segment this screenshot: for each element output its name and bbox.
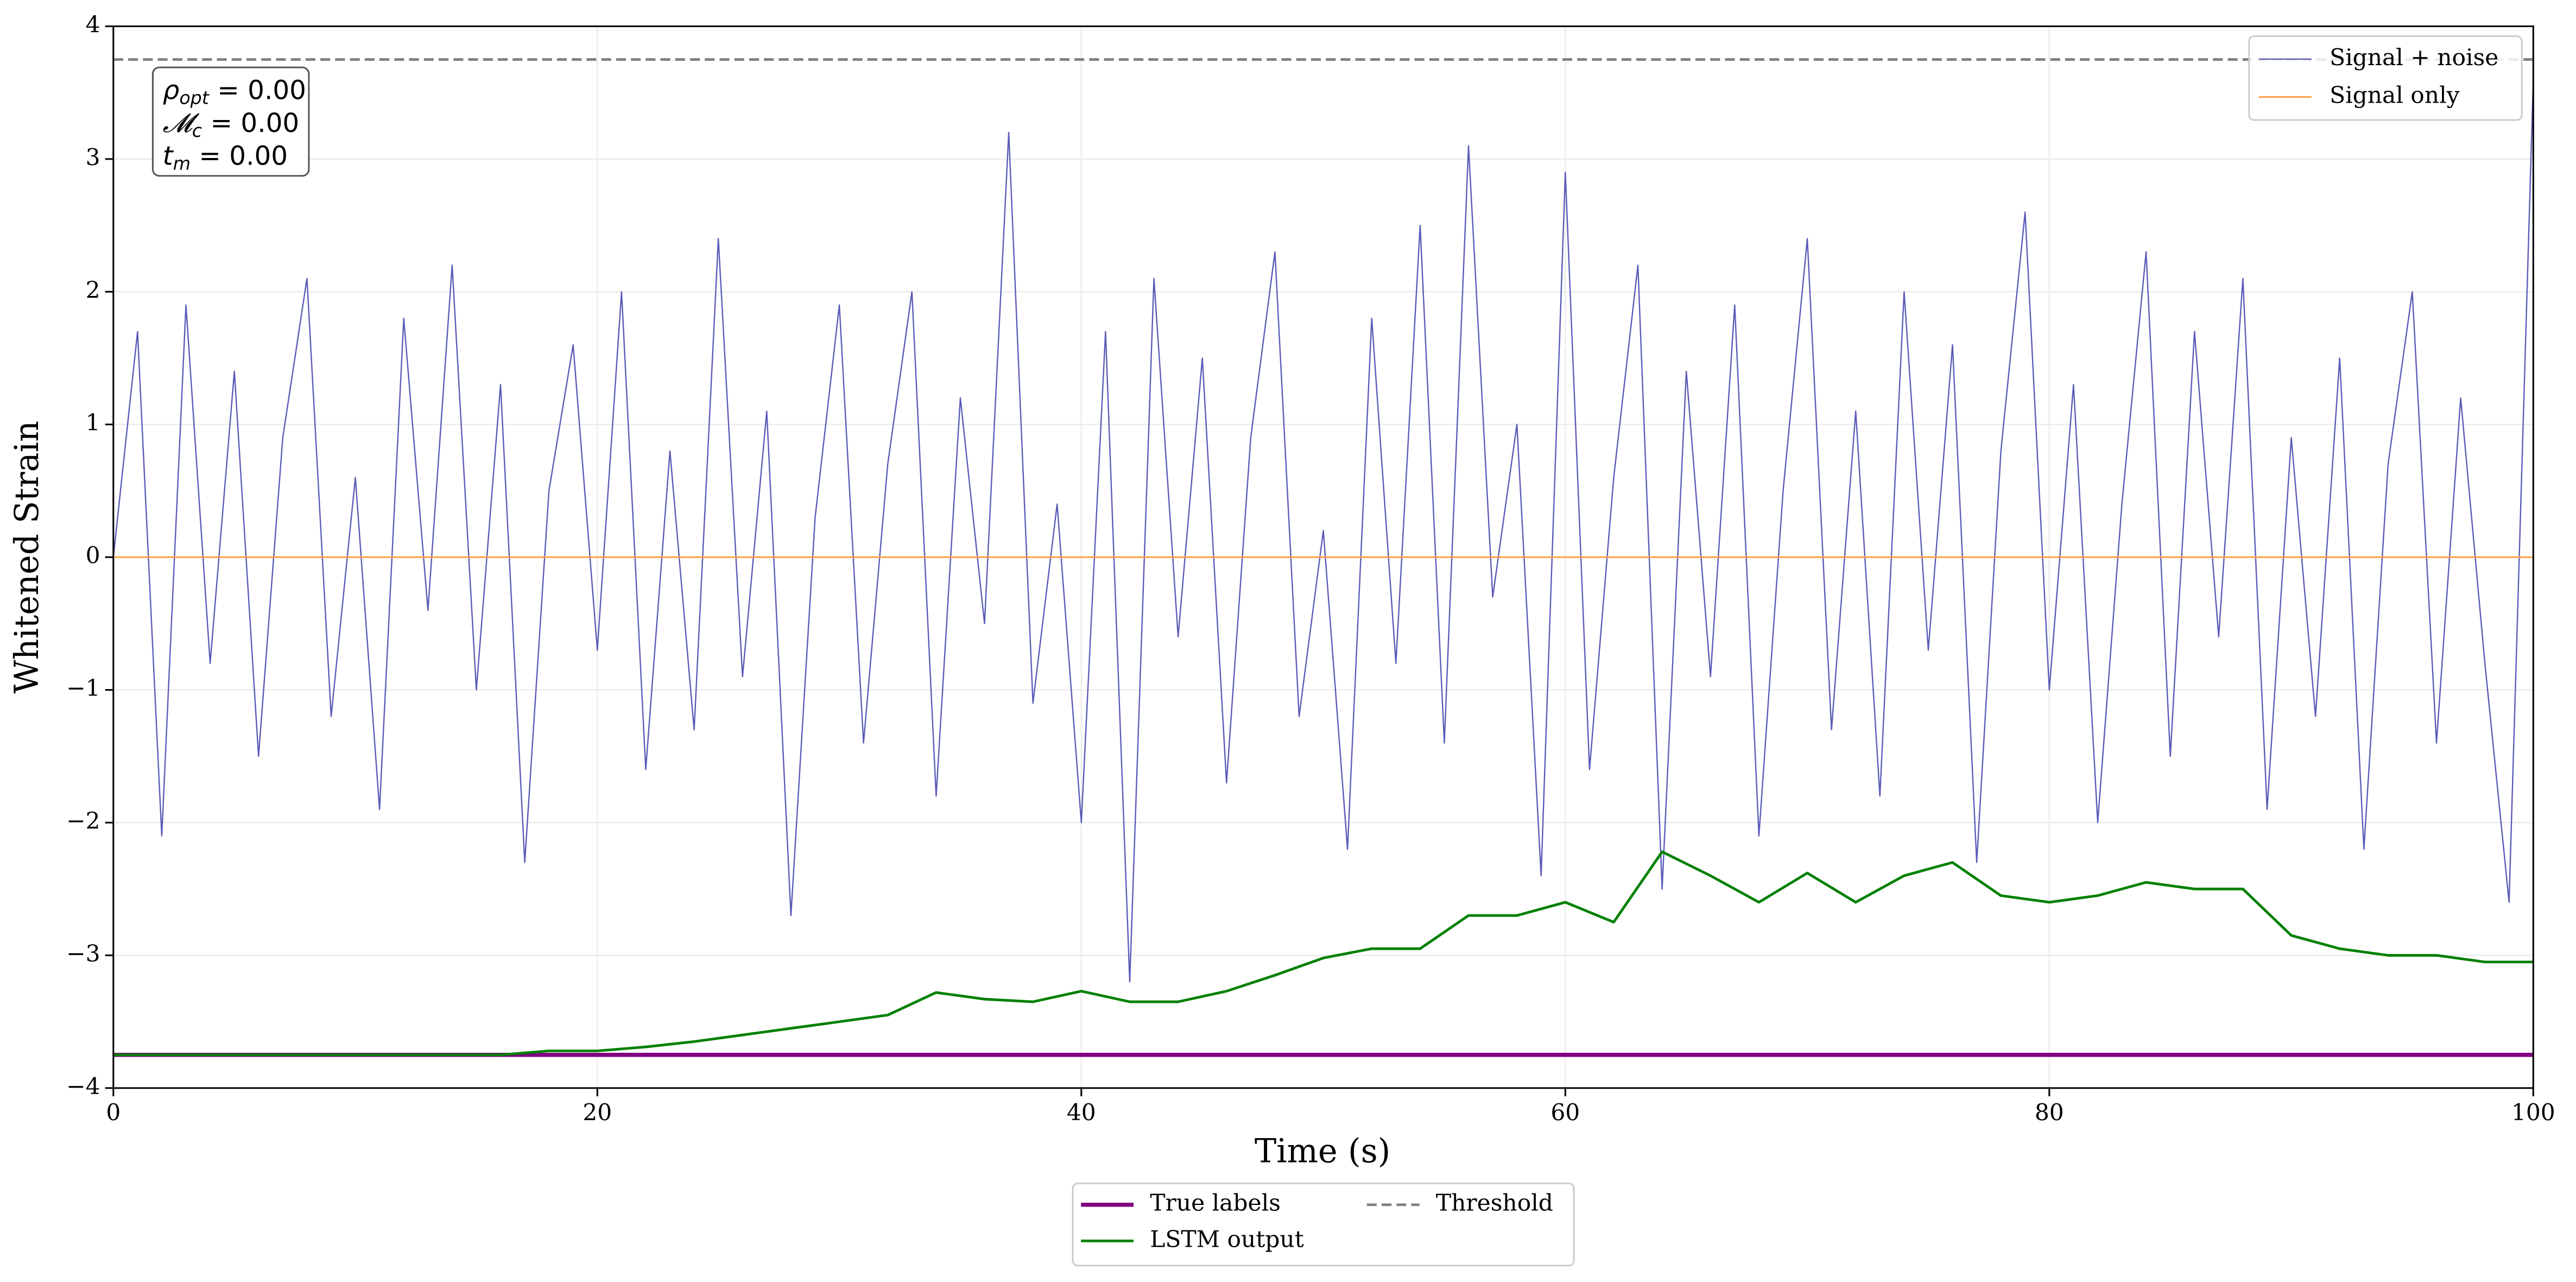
x-tick-label: 60 xyxy=(1550,1099,1580,1126)
y-axis-label: Whitened Strain xyxy=(8,421,46,694)
annotation-subscript: opt xyxy=(179,87,210,108)
x-tick-label: 40 xyxy=(1067,1099,1096,1126)
y-tick-label: 2 xyxy=(86,276,100,303)
annotation-value: = 0.00 xyxy=(202,108,299,138)
series-line xyxy=(112,79,2534,983)
annotation-subscript: c xyxy=(192,120,202,141)
annotation-symbol: t xyxy=(163,141,174,172)
annotation-subscript: m xyxy=(173,153,191,174)
y-tick-label: −2 xyxy=(66,807,100,834)
y-tick-label: 4 xyxy=(86,11,100,37)
y-tick-label: 1 xyxy=(86,409,100,436)
y-tick-label: −4 xyxy=(66,1073,100,1100)
legend-label: Signal + noise xyxy=(2330,44,2498,71)
annotation-value: = 0.00 xyxy=(209,75,306,106)
legend: Signal + noise Signal only xyxy=(2248,35,2523,121)
legend-label: Threshold xyxy=(1436,1190,1553,1216)
legend-box xyxy=(1072,1182,1575,1267)
legend-label: LSTM output xyxy=(1150,1226,1303,1252)
y-tick-label: 0 xyxy=(86,542,100,569)
annotation-box xyxy=(151,66,310,177)
x-axis-label: Time (s) xyxy=(1255,1132,1390,1170)
x-tick-label: 20 xyxy=(583,1099,612,1126)
x-tick-label: 100 xyxy=(2511,1099,2555,1126)
y-tick-label: −1 xyxy=(66,675,100,702)
legend-box xyxy=(2248,35,2523,121)
plot-lines xyxy=(112,58,2534,1057)
ticks: 0 20 40 60 80 100 −4 −3 −2 −1 0 1 2 3 4 xyxy=(66,11,2555,1126)
legend: True labels LSTM output Threshold xyxy=(1072,1182,1575,1267)
x-tick-label: 0 xyxy=(106,1099,121,1126)
series-line xyxy=(113,850,2534,1057)
x-tick-label: 80 xyxy=(2035,1099,2064,1126)
legend-label: True labels xyxy=(1150,1190,1281,1216)
annotation-text: ρopt = 0.00 xyxy=(163,75,306,109)
y-tick-label: 3 xyxy=(86,144,100,170)
annotation-value: = 0.00 xyxy=(191,141,288,172)
y-tick-label: −3 xyxy=(66,940,100,967)
legend-label: Signal only xyxy=(2330,82,2460,109)
annotation-text: tm = 0.00 xyxy=(163,141,288,174)
annotation-text: 𝓜c = 0.00 xyxy=(163,108,300,141)
annotation-symbol: ρ xyxy=(163,75,180,106)
